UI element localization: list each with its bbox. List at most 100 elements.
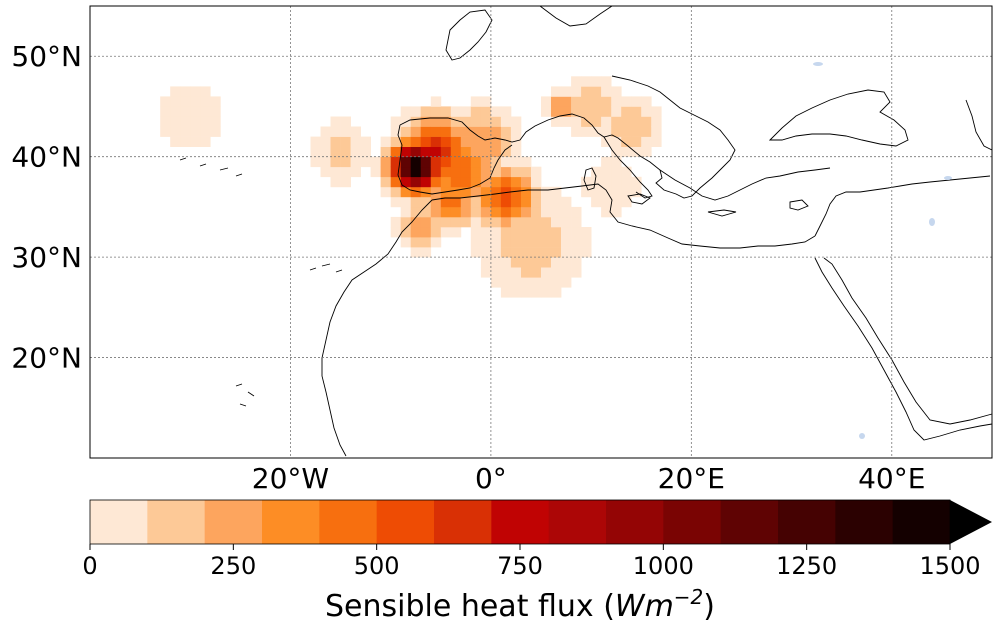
flux-cell	[470, 176, 482, 188]
flux-cell	[430, 96, 442, 107]
flux-cell	[390, 126, 402, 137]
coastline-caspian	[965, 99, 993, 151]
colorbar-tick-label: 750	[497, 552, 543, 580]
flux-cell	[591, 196, 602, 208]
flux-cell	[190, 136, 201, 147]
flux-cell	[510, 126, 522, 137]
flux-cell	[500, 146, 512, 157]
flux-cell	[200, 136, 211, 147]
coastline-black-sea	[768, 89, 909, 147]
coastline-scandinavia	[539, 5, 613, 27]
flux-cell	[621, 106, 632, 117]
flux-cell	[581, 106, 592, 117]
flux-cell	[611, 146, 622, 157]
flux-cell	[450, 186, 462, 198]
coastline-europe	[399, 75, 736, 199]
flux-cell	[480, 176, 492, 188]
flux-cell	[490, 136, 502, 147]
flux-cell	[490, 227, 502, 238]
flux-cell	[521, 227, 532, 238]
flux-cell	[480, 196, 492, 208]
flux-cell	[641, 136, 652, 147]
flux-cell	[571, 86, 582, 97]
flux-cell	[561, 86, 572, 97]
flux-cell	[621, 136, 632, 147]
flux-cell	[601, 186, 612, 198]
flux-cell	[490, 196, 502, 208]
flux-cell	[430, 176, 442, 188]
flux-cell	[591, 186, 602, 198]
flux-cell	[200, 106, 211, 117]
flux-cell	[611, 166, 622, 178]
flux-cell	[470, 216, 482, 228]
flux-cell	[500, 196, 512, 208]
colorbar-label: Sensible heat flux (Wm−2)	[325, 585, 715, 624]
flux-cell	[500, 126, 512, 137]
colorbar-tick-label: 0	[82, 552, 97, 580]
flux-cell	[641, 116, 652, 127]
flux-cell	[410, 237, 422, 248]
flux-cell	[500, 277, 512, 288]
flux-cell	[651, 136, 662, 147]
flux-cell	[450, 136, 462, 147]
colorbar-extend-arrow	[950, 500, 992, 544]
lat-tick-label: 40°N	[11, 141, 82, 174]
colorbar-label-text: Sensible heat flux	[325, 589, 603, 624]
longitude-labels: 20°W 0° 20°E 40°E	[252, 462, 926, 495]
flux-cell	[480, 186, 492, 198]
flux-cell	[480, 267, 492, 278]
flux-cell	[410, 196, 422, 208]
flux-cell	[490, 166, 502, 178]
flux-cell	[611, 86, 622, 97]
flux-cell	[581, 76, 592, 87]
colorbar-swatch	[720, 500, 779, 544]
flux-cell	[551, 116, 562, 127]
coastline-sicily	[627, 193, 651, 205]
flux-cell	[631, 176, 642, 188]
flux-cell	[430, 206, 442, 218]
coastline-sardinia	[583, 167, 597, 191]
flux-cell	[561, 267, 572, 278]
flux-cell	[400, 146, 412, 157]
flux-cell	[360, 136, 371, 147]
flux-cell	[180, 136, 191, 147]
flux-cell	[541, 277, 552, 288]
flux-cell	[430, 126, 442, 137]
flux-cell	[470, 146, 482, 157]
flux-cell	[631, 136, 642, 147]
flux-cell	[460, 216, 472, 228]
flux-cell	[531, 216, 542, 228]
flux-cell	[470, 106, 482, 117]
latitude-labels: 20°N 30°N 40°N 50°N	[11, 40, 82, 374]
flux-cell	[420, 146, 432, 157]
flux-cell	[611, 126, 622, 137]
flux-cell	[591, 166, 602, 178]
flux-cell	[390, 196, 402, 208]
flux-cell	[500, 206, 512, 218]
flux-cell	[551, 196, 562, 208]
flux-cell	[470, 96, 482, 107]
flux-cell	[510, 267, 522, 278]
flux-cell	[210, 126, 221, 137]
colorbar-swatch	[376, 500, 435, 544]
flux-cell	[380, 176, 391, 188]
flux-cell	[200, 86, 211, 97]
flux-cell	[551, 277, 562, 288]
flux-cell	[440, 196, 452, 208]
flux-cell	[551, 287, 562, 298]
flux-cell	[410, 186, 422, 198]
lat-tick-label: 50°N	[11, 40, 82, 73]
flux-cell	[521, 196, 532, 208]
flux-cell	[320, 166, 331, 178]
flux-cell	[410, 216, 422, 228]
flux-cell	[571, 216, 582, 228]
lake-feature	[859, 433, 865, 439]
flux-cell	[190, 116, 201, 127]
flux-cell	[500, 267, 512, 278]
flux-cell	[340, 176, 351, 188]
flux-cell	[490, 267, 502, 278]
flux-cell	[170, 136, 181, 147]
flux-cell	[601, 206, 612, 218]
flux-cell	[480, 156, 492, 168]
flux-cell	[340, 166, 351, 178]
